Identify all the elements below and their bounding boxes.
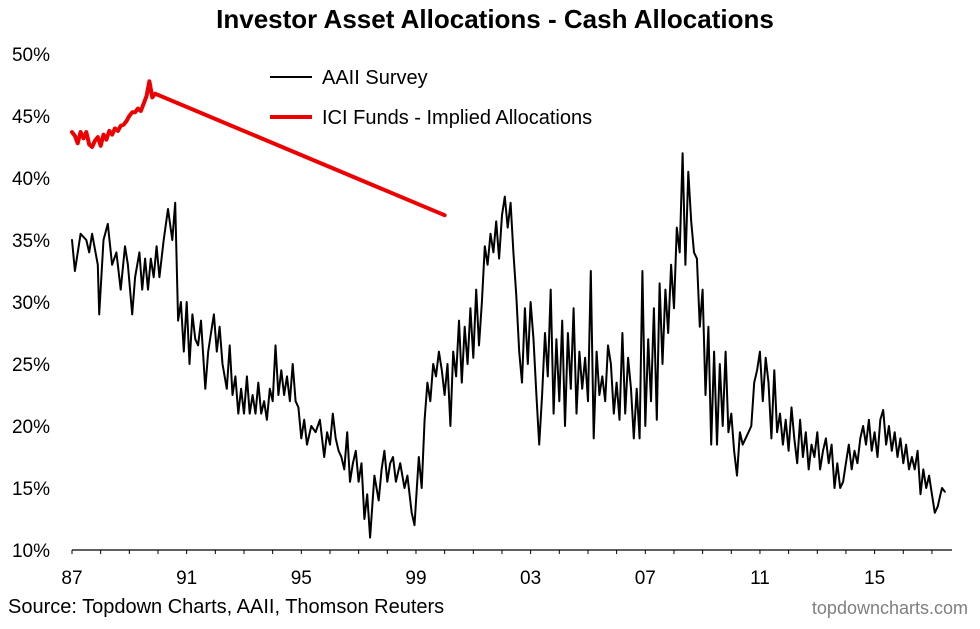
legend: AAII Survey ICI Funds - Implied Allocatio… xyxy=(270,67,592,129)
x-tick-label: 91 xyxy=(176,568,197,589)
x-tick-label: 07 xyxy=(635,568,656,589)
y-tick-label: 30% xyxy=(12,293,50,314)
source-note: Source: Topdown Charts, AAII, Thomson Re… xyxy=(8,596,445,618)
series-line-ici-funds xyxy=(70,79,447,218)
watermark: topdowncharts.com xyxy=(811,598,968,618)
x-tick-label: 99 xyxy=(405,568,426,589)
legend-label: ICI Funds - Implied Allocations xyxy=(322,107,592,129)
x-tick-label: 15 xyxy=(864,568,885,589)
series-layer xyxy=(70,79,946,539)
x-tick-label: 95 xyxy=(291,568,312,589)
y-tick-label: 35% xyxy=(12,231,50,252)
x-axis: 87 91 95 99 03 07 11 15 xyxy=(61,549,952,589)
y-tick-label: 45% xyxy=(12,107,50,128)
y-tick-label: 15% xyxy=(12,479,50,500)
y-axis: 10% 15% 20% 25% 30% 35% 40% 45% 50% xyxy=(12,45,50,562)
x-tick-label: 03 xyxy=(520,568,541,589)
y-tick-label: 40% xyxy=(12,169,50,190)
y-tick-label: 20% xyxy=(12,417,50,438)
chart-title: Investor Asset Allocations - Cash Alloca… xyxy=(216,4,774,34)
x-tick-label: 87 xyxy=(61,568,82,589)
y-tick-label: 50% xyxy=(12,45,50,66)
legend-label: AAII Survey xyxy=(322,67,428,89)
y-tick-label: 25% xyxy=(12,355,50,376)
x-tick-label: 11 xyxy=(750,568,770,589)
y-tick-label: 10% xyxy=(12,541,50,562)
series-line-aaii-survey xyxy=(71,152,946,539)
